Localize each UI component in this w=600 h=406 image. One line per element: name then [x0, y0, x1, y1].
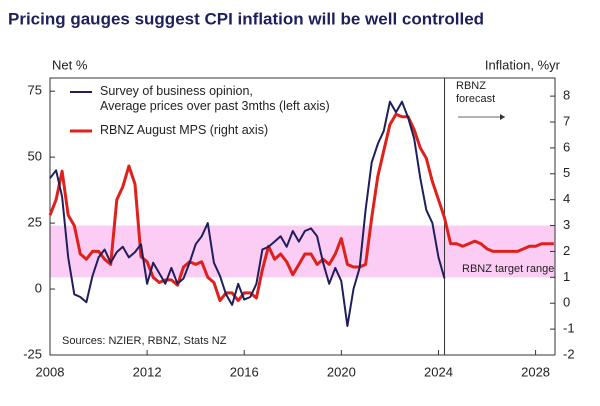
y2-tick-label: 6 — [563, 139, 570, 154]
series-line — [49, 100, 446, 327]
x-tick-label: 2008 — [36, 364, 65, 379]
y-tick-label: 50 — [28, 149, 42, 164]
y2-tick-label: 0 — [563, 295, 570, 310]
y-axis-label: Net % — [52, 57, 88, 72]
x-tick-label: 2028 — [521, 364, 550, 379]
x-tick-label: 2020 — [327, 364, 356, 379]
x-tick-label: 2016 — [230, 364, 259, 379]
target-label: RBNZ target range — [462, 263, 555, 275]
y2-tick-label: 5 — [563, 165, 570, 180]
y2-tick-label: 3 — [563, 217, 570, 232]
y2-tick-label: -2 — [563, 346, 575, 361]
forecast-arrow-head — [500, 114, 505, 120]
y2-tick-label: 8 — [563, 88, 570, 103]
y2-axis-label: Inflation, %yr — [485, 57, 561, 72]
legend-entry: Survey of business opinion, Average pric… — [100, 84, 330, 113]
source: Sources: NZIER, RBNZ, Stats NZ — [62, 335, 227, 347]
y2-tick-label: 2 — [563, 243, 570, 258]
y-tick-label: 0 — [35, 280, 42, 295]
y2-tick-label: -1 — [563, 321, 575, 336]
y-tick-label: 25 — [28, 215, 42, 230]
y-tick-label: -25 — [23, 346, 42, 361]
plot-frame — [49, 77, 556, 356]
x-tick-label: 2012 — [133, 364, 162, 379]
y2-tick-label: 1 — [563, 269, 570, 284]
chart-title: Pricing gauges suggest CPI inflation wil… — [8, 9, 484, 28]
y2-tick-label: 7 — [563, 113, 570, 128]
series-line — [48, 112, 554, 303]
y2-tick-label: 4 — [563, 191, 570, 206]
x-tick-label: 2024 — [424, 364, 453, 379]
y-tick-label: 75 — [28, 83, 42, 98]
legend-entry: RBNZ August MPS (right axis) — [100, 123, 269, 137]
forecast-label: RBNZ forecast — [456, 80, 496, 105]
